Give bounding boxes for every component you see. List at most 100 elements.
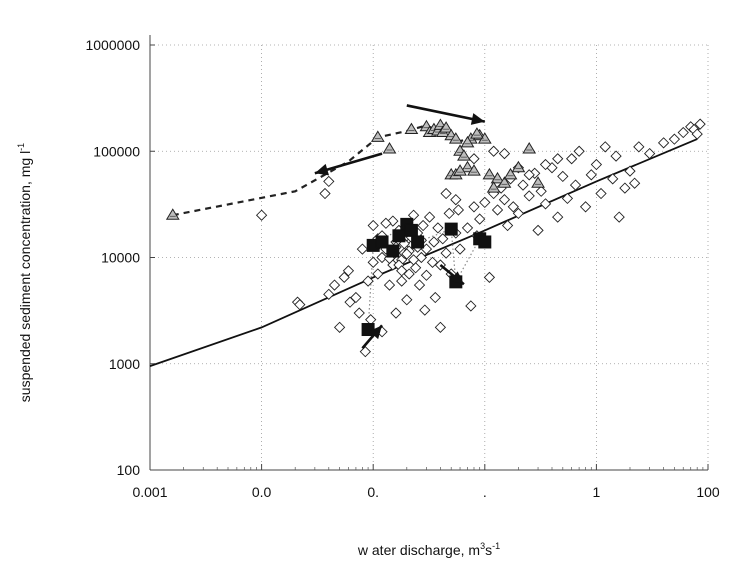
- square-point: [386, 244, 400, 258]
- diamond-point: [401, 248, 413, 260]
- data-points: [165, 118, 706, 358]
- y-tick-label: 10000: [101, 250, 140, 266]
- x-tick-label: 0.001: [132, 484, 167, 500]
- diamond-point: [420, 269, 433, 281]
- diamond-point: [468, 201, 480, 213]
- diamond-point: [566, 153, 578, 165]
- square-point: [375, 235, 389, 249]
- diamond-point: [376, 251, 388, 264]
- diamond-point: [607, 173, 619, 185]
- diamond-point: [491, 204, 504, 216]
- diamond-point: [383, 279, 396, 291]
- triangle-point: [404, 122, 419, 135]
- diamond-point: [539, 198, 552, 210]
- arrow-head: [450, 271, 464, 285]
- diamond-point: [523, 169, 535, 181]
- diamond-point: [512, 207, 525, 220]
- diamond-point: [401, 294, 413, 306]
- diamond-point: [407, 209, 420, 221]
- triangle-point: [460, 135, 475, 148]
- triangle-point: [370, 130, 385, 142]
- diamond-point: [507, 201, 519, 213]
- square-point: [478, 235, 492, 249]
- triangle-point: [497, 176, 512, 188]
- triangle-point: [482, 167, 497, 180]
- diamond-point: [432, 222, 444, 234]
- diamond-point: [428, 236, 440, 248]
- x-tick-label: 0.0: [252, 484, 272, 500]
- diamond-point: [367, 256, 379, 268]
- diamond-point: [333, 321, 346, 334]
- diamond-point: [450, 194, 462, 206]
- diamond-point: [461, 222, 474, 234]
- diamond-point: [552, 211, 564, 223]
- diamond-point: [498, 194, 511, 206]
- diamond-point: [423, 211, 436, 223]
- diamond-point: [468, 153, 480, 165]
- square-point: [404, 223, 418, 237]
- triangle-point: [457, 149, 471, 161]
- diamond-point: [419, 304, 431, 316]
- diamond-point: [557, 170, 569, 183]
- y-tick-label: 1000000: [85, 37, 140, 53]
- diamond-point: [552, 153, 564, 165]
- diamond-point: [294, 299, 306, 311]
- triangle-point: [165, 208, 180, 220]
- diamond-point: [465, 300, 477, 312]
- diamond-point: [319, 187, 331, 200]
- diamond-point: [624, 165, 636, 177]
- x-tick-label: .: [483, 484, 487, 500]
- diamond-point: [452, 204, 465, 216]
- diamond-point: [585, 169, 597, 181]
- y-tick-label: 1000: [109, 356, 140, 372]
- diamond-point: [613, 211, 625, 223]
- diamond-point: [498, 147, 511, 160]
- diamond-point: [619, 182, 631, 194]
- diamond-point: [440, 187, 452, 200]
- diamond-point: [694, 118, 706, 130]
- arrow-head: [369, 325, 383, 340]
- diamond-point: [628, 177, 641, 189]
- y-tick-label: 100: [117, 462, 141, 478]
- triangle-point: [503, 167, 518, 180]
- diamond-point: [599, 141, 611, 153]
- triangle-point: [490, 171, 505, 184]
- y-axis-title: suspended sediment concentration, mg l-1: [16, 143, 33, 402]
- diamond-point: [644, 147, 656, 160]
- diamond-point: [443, 207, 455, 220]
- diamond-point: [488, 145, 500, 157]
- diamond-point: [380, 217, 392, 229]
- triangle-point: [531, 176, 545, 188]
- diamond-point: [668, 133, 681, 145]
- diamond-point: [323, 288, 335, 300]
- diamond-point: [434, 321, 447, 334]
- x-tick-label: 1: [593, 484, 601, 500]
- diamond-point: [323, 175, 335, 188]
- arrow-head: [314, 163, 330, 176]
- diamond-point: [362, 275, 374, 287]
- diamond-point: [328, 279, 341, 291]
- direction-arrows: [314, 104, 486, 350]
- diamond-point: [417, 219, 429, 232]
- diamond-point: [579, 201, 592, 213]
- diamond-point: [440, 247, 452, 259]
- triangle-point: [439, 121, 453, 133]
- x-axis-title: w ater discharge, m3s-1: [357, 541, 500, 558]
- diamond-point: [396, 275, 408, 287]
- diamond-point: [356, 243, 369, 255]
- diamond-point: [474, 213, 486, 225]
- x-tick-label: 0.: [367, 484, 379, 500]
- diamond-point: [415, 251, 427, 264]
- diamond-point: [539, 158, 552, 171]
- triangle-point: [382, 142, 397, 154]
- diamond-point: [633, 141, 645, 153]
- triangle-point: [453, 164, 467, 176]
- diamond-point: [501, 219, 514, 232]
- diamond-point: [342, 265, 355, 277]
- diamond-point: [523, 190, 535, 202]
- diamond-point: [437, 233, 449, 245]
- diamond-point: [372, 268, 384, 280]
- diamond-point: [657, 137, 670, 149]
- x-tick-label: 100: [696, 484, 720, 500]
- square-point: [392, 229, 406, 243]
